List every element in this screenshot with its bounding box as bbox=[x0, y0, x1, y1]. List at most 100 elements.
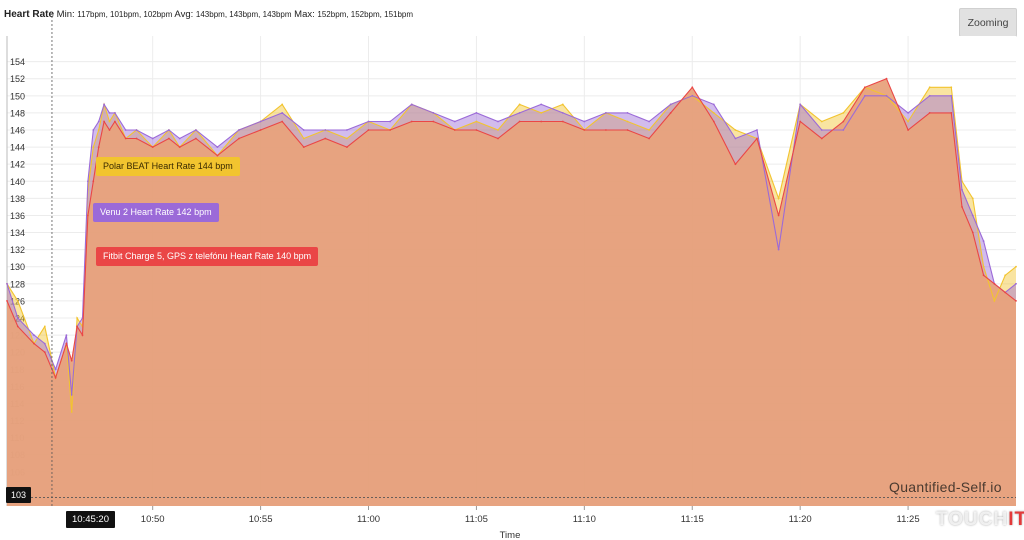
fitbit-series-point bbox=[389, 129, 391, 131]
polar-series-point bbox=[907, 120, 909, 123]
fitbit-series-point bbox=[114, 120, 116, 123]
fitbit-series-point bbox=[842, 120, 845, 123]
venu-series-point bbox=[605, 112, 607, 114]
venu-series-point bbox=[259, 120, 262, 123]
venu-series-point bbox=[151, 137, 154, 140]
fitbit-series-point bbox=[820, 137, 823, 140]
x-tick-label: 10:50 bbox=[141, 514, 165, 525]
venu-series-point bbox=[971, 214, 974, 217]
polar-series-point bbox=[777, 197, 780, 200]
max-label: Max: bbox=[294, 9, 315, 20]
fitbit-series-line bbox=[6, 77, 1017, 380]
fitbit-series-point bbox=[928, 112, 931, 114]
fitbit-series-point bbox=[97, 146, 100, 149]
polar-series-point bbox=[497, 129, 499, 131]
fitbit-series-point bbox=[734, 163, 737, 166]
fitbit-series-point bbox=[864, 86, 866, 89]
polar-series-point bbox=[92, 146, 95, 149]
venu-series-point bbox=[842, 129, 845, 131]
venu-series-point bbox=[518, 112, 521, 114]
fitbit-series-point bbox=[195, 137, 197, 140]
avg-values: 143bpm, 143bpm, 143bpm bbox=[195, 10, 292, 19]
venu-series-point bbox=[302, 129, 305, 131]
y-tick-label: 140 bbox=[10, 177, 25, 187]
venu-series-point bbox=[281, 112, 284, 114]
y-tick-label: 154 bbox=[10, 57, 25, 67]
fitbit-series-point bbox=[691, 86, 694, 89]
fitbit-series-point bbox=[124, 137, 127, 140]
fitbit-series-point bbox=[712, 120, 715, 123]
x-tick-label: 11:25 bbox=[897, 514, 920, 525]
watermark-text: Quantified-Self.io bbox=[889, 479, 1002, 495]
fitbit-series-point bbox=[756, 137, 758, 140]
polar-series-point bbox=[712, 112, 715, 114]
polar-series-point bbox=[734, 129, 737, 131]
venu-series-point bbox=[982, 240, 985, 243]
fitbit-series-point bbox=[518, 120, 521, 123]
venu-series-point bbox=[33, 334, 35, 336]
venu-series-point bbox=[16, 317, 19, 319]
venu-series-point bbox=[626, 112, 629, 114]
venu-series-point bbox=[135, 129, 138, 131]
venu-series-point bbox=[885, 94, 888, 97]
tooltip-venu: Venu 2 Heart Rate 142 bpm bbox=[93, 203, 219, 222]
polar-series-point bbox=[16, 300, 19, 302]
fitbit-series-point bbox=[76, 325, 78, 328]
fitbit-series-point bbox=[168, 137, 170, 140]
fitbit-series-point bbox=[799, 120, 802, 123]
fitbit-series-point bbox=[605, 129, 607, 131]
y-tick-label: 150 bbox=[10, 91, 25, 101]
venu-series-point bbox=[691, 94, 694, 97]
touchit-logo: TOUCHIT bbox=[936, 509, 1024, 531]
x-tick-label: 11:05 bbox=[465, 514, 488, 525]
y-tick-label: 134 bbox=[10, 228, 25, 238]
venu-series-point bbox=[756, 129, 758, 131]
fitbit-series-point bbox=[540, 120, 543, 123]
fitbit-series-point bbox=[54, 376, 57, 379]
venu-series-point bbox=[432, 112, 435, 114]
fitbit-series-point bbox=[238, 137, 240, 140]
venu-series-point bbox=[65, 334, 68, 336]
venu-series-point bbox=[367, 120, 370, 123]
tooltip-polar: Polar BEAT Heart Rate 144 bpm bbox=[96, 157, 240, 176]
venu-series-point bbox=[453, 120, 456, 123]
fitbit-series-point bbox=[43, 351, 46, 354]
fitbit-series-point bbox=[648, 137, 650, 140]
venu-series-point bbox=[108, 112, 111, 114]
polar-series-point bbox=[475, 120, 478, 123]
venu-series-point bbox=[324, 129, 327, 131]
venu-series-line bbox=[6, 95, 1017, 395]
y-tick-label: 146 bbox=[10, 126, 25, 136]
venu-series-point bbox=[777, 248, 780, 251]
fitbit-series-point bbox=[87, 214, 89, 217]
min-label: Min: bbox=[56, 9, 75, 20]
y-tick-label: 138 bbox=[10, 194, 25, 204]
cursor-time-badge: 10:45:20 bbox=[66, 511, 115, 528]
fitbit-series-point bbox=[281, 120, 284, 123]
venu-series-point bbox=[950, 94, 953, 97]
y-tick-label: 152 bbox=[10, 74, 25, 84]
logo-part-touch: TOUCH bbox=[936, 509, 1009, 530]
venu-series-point bbox=[70, 394, 73, 396]
venu-series-point bbox=[540, 103, 543, 106]
fitbit-series-point bbox=[907, 129, 909, 131]
fitbit-series-point bbox=[453, 129, 456, 131]
venu-series-point bbox=[124, 129, 127, 131]
fitbit-series-point bbox=[178, 146, 181, 149]
fitbit-series-point bbox=[324, 137, 327, 140]
fitbit-series-point bbox=[259, 129, 262, 131]
fitbit-series-point bbox=[410, 120, 413, 123]
chart-title: Heart Rate bbox=[4, 9, 55, 20]
fitbit-series-point bbox=[583, 129, 586, 131]
fitbit-series-point bbox=[961, 206, 963, 208]
fitbit-series-point bbox=[346, 146, 348, 149]
fitbit-series-point bbox=[151, 146, 154, 149]
fitbit-series-point bbox=[777, 214, 780, 217]
chart-header: Heart Rate Min: 117bpm, 101bpm, 102bpm A… bbox=[4, 9, 413, 20]
venu-series-point bbox=[6, 282, 8, 285]
polar-series-point bbox=[626, 120, 629, 123]
polar-series-point bbox=[540, 112, 543, 114]
max-values: 152bpm, 152bpm, 151bpm bbox=[317, 10, 414, 19]
polar-series-point bbox=[76, 317, 78, 319]
